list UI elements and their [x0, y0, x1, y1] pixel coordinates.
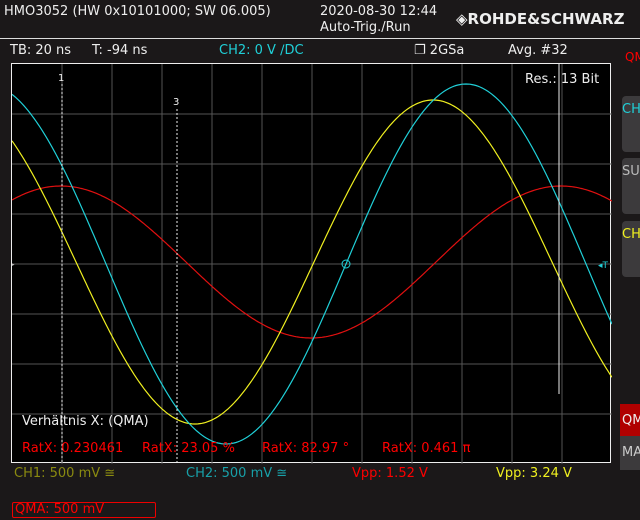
ratx-value-3: RatX: 82.97 °	[262, 441, 350, 456]
header-divider	[0, 38, 640, 39]
memory-icon: ❐	[414, 43, 430, 58]
ch1-scale[interactable]: CH1: 500 mV ≅	[14, 466, 116, 481]
trigger-time[interactable]: T: -94 ns	[92, 43, 148, 58]
device-info: HMO3052 (HW 0x10101000; SW 06.005)	[4, 4, 271, 19]
ch2-scale[interactable]: CH2: 500 mV ≅	[186, 466, 288, 481]
resolution: Res.: 13 Bit	[525, 72, 600, 87]
qm-button[interactable]: QM	[620, 404, 640, 438]
ratx-value-2: RatX: 23.05 %	[142, 441, 235, 456]
timebase[interactable]: TB: 20 ns	[10, 43, 72, 58]
trigger-point-marker	[341, 259, 351, 269]
cursor-3-label: 3	[173, 97, 180, 108]
cursor-1-label: 1	[58, 73, 65, 84]
acquisition-mode[interactable]: Avg. #32	[508, 43, 568, 58]
qma-side-label: QMA	[625, 50, 640, 64]
vpp-ch1: Vpp: 3.24 V	[496, 466, 572, 481]
trigger-marker-icon: ◂T	[598, 261, 609, 271]
brand-logo: ◈ROHDE&SCHWARZ	[456, 10, 625, 28]
ma-button[interactable]: MA	[620, 436, 640, 470]
datetime: 2020-08-30 12:44	[320, 4, 438, 19]
ch1-waveform	[12, 99, 612, 425]
qma-scale[interactable]: QMA: 500 mV	[12, 502, 156, 518]
ratx-value-1: RatX: 0.230461	[22, 441, 124, 456]
waveform-display[interactable]: ◂T ▸ Res.: 13 Bit 1 3 Verhältnis X: (QMA)…	[11, 63, 612, 464]
rs-diamond-icon: ◈	[456, 10, 468, 28]
waveform-svg: ◂T ▸	[12, 64, 612, 464]
measure-title: Verhältnis X: (QMA)	[22, 414, 149, 429]
trigger-mode: Auto-Trig./Run	[320, 20, 411, 35]
trigger-source[interactable]: CH2: 0 V ∕DC	[219, 43, 304, 58]
ch1-side-button[interactable]: CH1	[622, 221, 640, 277]
vpp-math: Vpp: 1.52 V	[352, 466, 428, 481]
ch2-waveform	[12, 83, 612, 445]
sub-side-button[interactable]: SUB	[622, 158, 640, 214]
math-waveform	[12, 185, 612, 339]
sample-rate: ❐ 2GSa	[414, 43, 465, 58]
ground-marker-icon: ▸	[12, 260, 15, 270]
ch2-side-button[interactable]: CH2	[622, 96, 640, 152]
ratx-value-4: RatX: 0.461 π	[382, 441, 471, 456]
